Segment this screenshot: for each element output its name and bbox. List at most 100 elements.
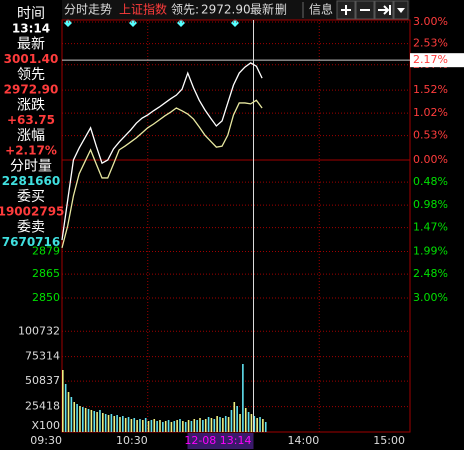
volume-bar <box>202 420 204 432</box>
quote-value: 2972.90 <box>4 83 59 97</box>
plus-icon <box>341 5 351 15</box>
volume-tick-label: 50837 <box>25 374 60 387</box>
volume-bar <box>227 417 230 432</box>
latest: 最新 <box>250 2 274 17</box>
volume-bar <box>144 418 147 432</box>
volume-bar <box>64 384 67 432</box>
toolbar-buttons <box>336 0 409 20</box>
y-tick-label: 0.00% <box>413 153 448 166</box>
volume-bar <box>113 416 116 432</box>
volume-bar <box>122 416 124 432</box>
volume-bar <box>230 410 233 432</box>
quote-value: 2281660 <box>2 174 60 188</box>
volume-bar <box>127 417 130 432</box>
volume-bar <box>82 407 84 432</box>
volume-bar <box>156 421 158 432</box>
quote-label: 领先 <box>17 67 45 83</box>
volume-bar <box>210 418 213 432</box>
volume-bar <box>62 370 64 432</box>
y-tick-label: 3.00% <box>413 291 448 304</box>
volume-bar <box>99 410 101 432</box>
volume-bar <box>176 420 178 432</box>
delete[interactable]: 删 <box>275 3 287 17</box>
index-name[interactable]: 上证指数 <box>119 2 167 17</box>
volume-bar <box>96 412 98 432</box>
y-tick-label: 1.02% <box>413 106 448 119</box>
volume-bar <box>133 418 136 432</box>
volume-bar <box>190 421 193 432</box>
quote-label: 时间 <box>17 6 45 22</box>
volume-bar <box>167 420 170 432</box>
volume-bar <box>247 412 250 432</box>
x-tick-label: 10:30 <box>116 434 148 447</box>
volume-bar <box>250 414 253 432</box>
volume-bar <box>204 419 207 432</box>
quote-value: +63.75 <box>7 113 55 127</box>
frame <box>61 19 411 433</box>
cursor-label: 12-08 13:14 <box>184 434 251 447</box>
volume-bar <box>182 421 184 432</box>
x-tick-label: 14:00 <box>288 434 320 447</box>
volume-bar <box>153 419 156 432</box>
volume-bar <box>170 422 173 432</box>
volume-bar <box>207 417 210 432</box>
volume-bar <box>73 402 76 432</box>
volume-bar <box>107 415 110 432</box>
volume-unit: X100 <box>31 419 60 432</box>
price-tick-label: 2850 <box>32 291 60 304</box>
marker <box>64 19 72 27</box>
volume-bar <box>104 414 107 432</box>
volume-bar <box>159 420 161 432</box>
y-tick-label: 0.98% <box>413 198 448 211</box>
volume-bar <box>219 417 221 432</box>
info[interactable]: 信息 <box>309 2 333 17</box>
volume-bar <box>119 417 121 432</box>
volume-bar <box>222 418 224 432</box>
volume-bar <box>213 419 216 432</box>
price-tick-label: 2865 <box>32 267 60 280</box>
volume-bar <box>216 416 218 432</box>
y-tick-label: 2.48% <box>413 267 448 280</box>
quote-label: 涨幅 <box>17 128 45 144</box>
volume-bar <box>116 415 118 432</box>
y-tick-label: 1.47% <box>413 221 448 234</box>
volume-bar <box>199 418 201 432</box>
x-tick-label: 15:00 <box>373 434 405 447</box>
volume-bar <box>84 408 87 432</box>
price-line <box>61 62 263 241</box>
marker <box>129 19 137 27</box>
quote-label: 委买 <box>17 189 45 205</box>
volume-bar <box>244 408 247 432</box>
volume-bar <box>76 404 78 432</box>
quote-label: 涨跌 <box>17 98 45 114</box>
volume-bar <box>173 421 176 432</box>
volume-bar <box>259 417 261 432</box>
quote-value: +2.17% <box>5 144 57 158</box>
quote-value: 3001.40 <box>4 52 59 66</box>
quote-value: 13:14 <box>12 22 50 36</box>
y-tick-label: 0.53% <box>413 129 448 142</box>
volume-bar <box>162 422 164 432</box>
volume-bar <box>67 392 70 432</box>
volume-bar <box>187 420 190 432</box>
volume-bar <box>110 414 113 432</box>
volume-bar <box>136 420 138 432</box>
volume-bar <box>239 414 241 432</box>
volume-bar <box>233 402 236 432</box>
volume-bar <box>242 364 244 432</box>
tab[interactable]: 分时走势 <box>64 3 112 17</box>
price-line <box>61 99 263 249</box>
marker <box>231 19 239 27</box>
end-icon <box>378 5 391 15</box>
volume-bar <box>193 419 196 432</box>
markers <box>64 19 239 27</box>
volume-bar <box>142 420 144 432</box>
y-tick-label: 3.00% <box>413 15 448 28</box>
current-label: 2.17% <box>413 53 448 66</box>
volume-bar <box>253 416 256 432</box>
toolbar <box>62 0 410 20</box>
quote-value: 7670716 <box>2 235 60 249</box>
lead-label: 领先: <box>171 3 199 17</box>
